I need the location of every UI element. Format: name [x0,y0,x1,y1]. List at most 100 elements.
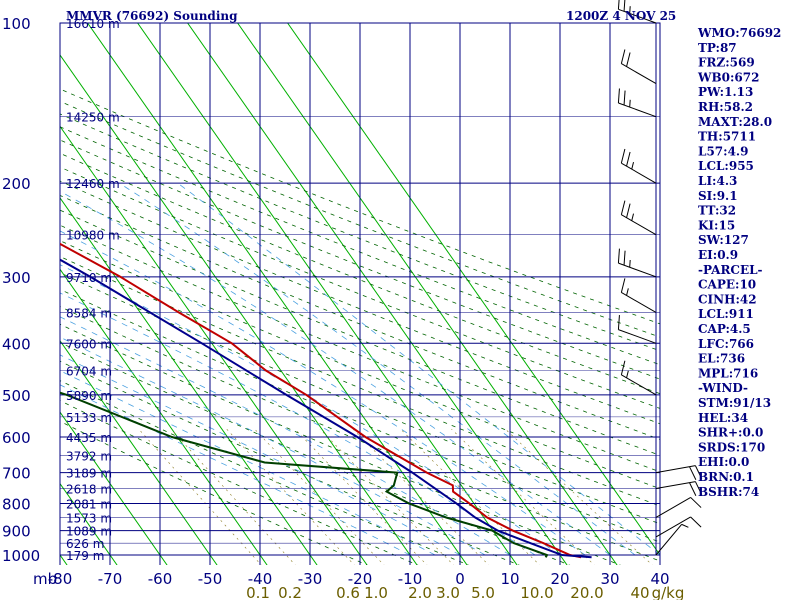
stability-indices: WMO:76692TP:87FRZ:569WB0:672PW:1.13RH:58… [697,26,781,499]
index-line: EHI:0.0 [698,455,749,469]
height-label: 10980 m [66,229,120,243]
temperature-tick-label: -30 [298,570,323,588]
mixing-ratio-line [505,428,653,565]
index-line: -WIND- [698,381,748,395]
wind-barb [655,465,703,480]
mixing-ratio-line [254,428,385,565]
mixing-ratio-label: 3.0 [436,584,460,600]
temperature-tick-label: 30 [600,570,619,588]
isotherm [186,23,568,565]
temperature-tick-label: 0 [455,570,465,588]
height-label: 179 m [66,549,104,563]
mixing-ratio-label: 1.0 [364,584,388,600]
isotherm [136,23,518,565]
height-label: 1089 m [66,525,112,539]
pressure-label: 800 [2,495,31,513]
index-line: SHR+:0.0 [698,426,763,440]
isotherm [60,411,168,565]
moist-adiabat [119,182,636,556]
height-label: 5890 m [66,389,112,403]
wind-barb [655,481,703,496]
mixing-ratio-label: 20.0 [570,584,603,600]
dry-adiabat [60,420,368,565]
height-label: 2618 m [66,483,112,497]
isotherm [0,11,18,566]
dry-adiabat [60,126,660,366]
temperature-tick-label: 40 [650,570,669,588]
height-label: 4435 m [66,431,112,445]
pressure-label: 600 [2,429,31,447]
mixing-ratio-label: 5.0 [471,584,495,600]
wind-barb [620,278,657,313]
index-line: LI:4.3 [698,174,737,188]
index-line: LCL:955 [698,159,754,173]
wind-barb [617,315,657,344]
wind-barb [620,200,657,236]
pressure-label: 700 [2,465,31,483]
wind-barb [655,523,689,556]
station-title: MMVR (76692) Sounding [66,9,238,23]
height-label: 626 m [66,537,104,551]
mixing-ratio-label: 40 [630,584,649,600]
wind-barb [617,88,657,118]
temperature-tick-label: -80 [48,570,73,588]
temperature-tick-label: -40 [248,570,273,588]
index-line: EI:0.9 [698,248,738,262]
pressure-label: 1000 [2,547,40,565]
index-line: FRZ:569 [698,56,755,70]
temperature-tick-label: -70 [98,570,123,588]
index-line: STM:91/13 [698,396,771,410]
dry-adiabat [60,240,660,490]
height-label: 3189 m [66,467,112,481]
index-line: SRDS:170 [698,440,765,454]
wind-barb [620,360,657,396]
mixing-ratio-line [170,428,296,565]
moist-adiabat [60,384,411,556]
mixing-ratio-label: g/kg [652,584,685,600]
dry-adiabat [60,194,660,440]
height-label: 8584 m [66,306,112,320]
isotherm [286,23,660,556]
mixing-ratio-line [226,428,355,565]
isotherm [236,23,618,565]
height-label: 1573 m [66,511,112,525]
index-line: BSHR:74 [698,485,759,499]
isotherm [60,554,68,565]
mixing-ratio-label: 0.1 [246,584,270,600]
dry-adiabat [60,113,660,352]
wind-barb [655,497,702,518]
x-axis-unit: mb [33,570,57,588]
mixing-ratio-line [400,428,540,565]
index-line: RH:58.2 [698,100,753,114]
height-label: 12460 m [66,177,120,191]
index-line: WMO:76692 [697,26,781,40]
height-label: 3792 m [66,449,112,463]
dewpoint-profile [60,391,549,558]
wind-barb [620,148,657,184]
index-line: CAPE:10 [698,278,756,292]
temperature-tick-label: -60 [148,570,173,588]
background-lines [0,11,660,566]
temperature-tick-label: 20 [550,570,569,588]
dry-adiabat [60,272,660,525]
dry-adiabat [60,341,571,565]
height-label: 6704 m [66,365,112,379]
temperature-tick-label: -20 [348,570,373,588]
height-label: 16610 m [66,17,120,31]
index-line: LFC:766 [698,337,754,351]
mixing-ratio-line [294,428,428,565]
isotherm [60,268,268,565]
dry-adiabat [60,180,660,425]
mixing-ratio-line [138,428,262,565]
mixing-ratio-label: 0.2 [278,584,302,600]
temperature-tick-label: -10 [398,570,423,588]
moist-adiabat [177,182,660,556]
height-label: 5133 m [66,411,112,425]
mixing-ratio-label: 2.0 [408,584,432,600]
mixing-ratio-line [319,428,454,565]
index-line: -PARCEL- [698,263,763,277]
index-line: MAXT:28.0 [698,115,772,129]
index-line: MPL:716 [698,366,758,380]
height-label: 7600 m [66,337,112,351]
